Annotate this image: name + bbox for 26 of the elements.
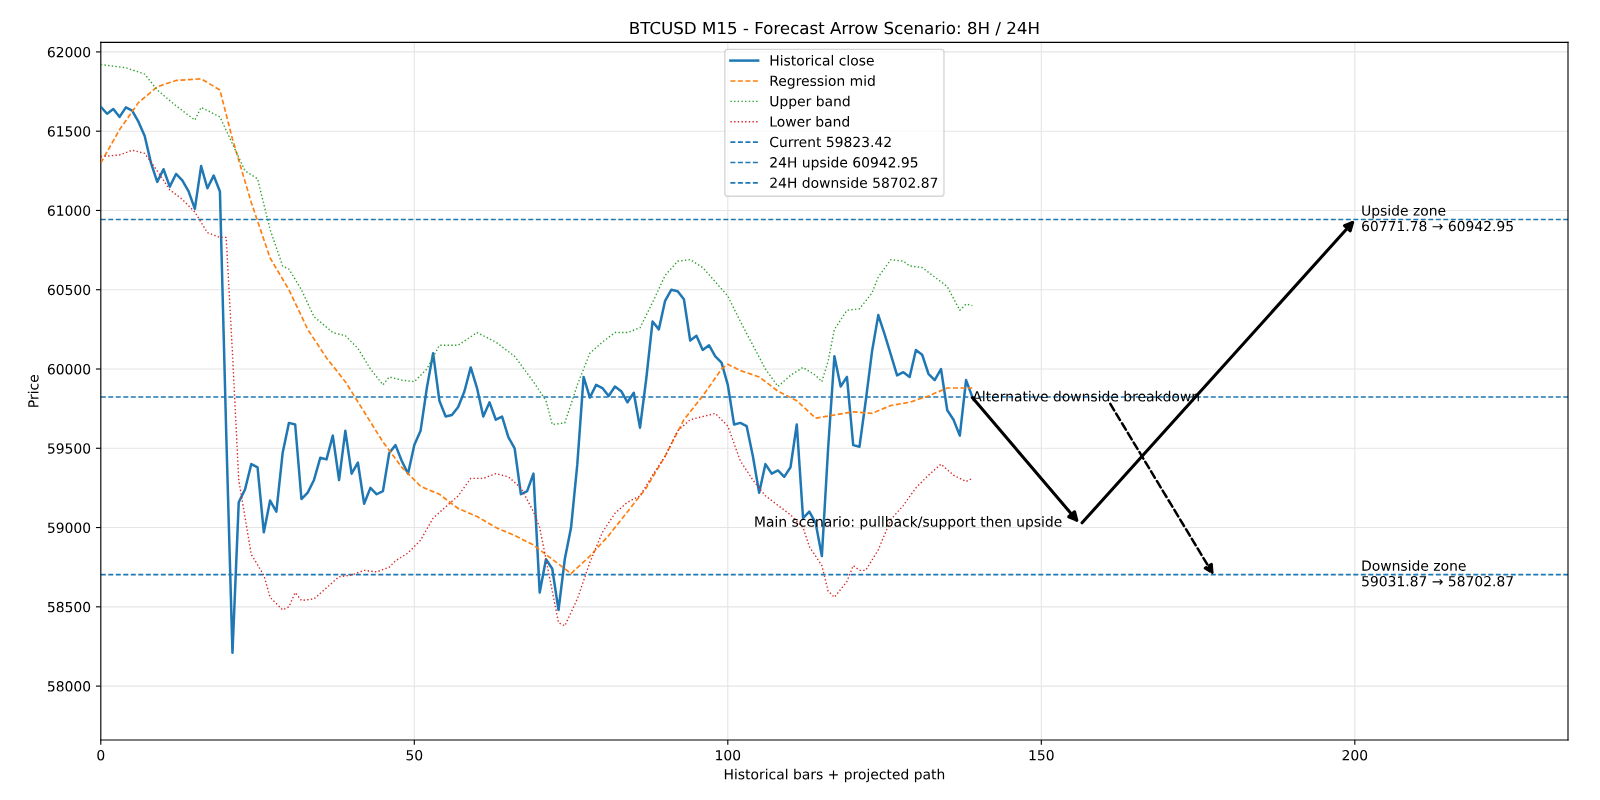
- y-tick-label: 60500: [47, 284, 91, 296]
- x-tick-label: 150: [1029, 749, 1054, 761]
- y-tick-label: 61000: [47, 205, 91, 216]
- legend-label: Regression mid: [770, 75, 875, 89]
- legend-label: Current 59823.42: [770, 136, 891, 148]
- legend-label: 24H downside 58702.87: [770, 177, 938, 188]
- x-axis-title: Historical bars + projected path: [724, 768, 945, 783]
- x-tick-label: 50: [406, 749, 423, 761]
- chart-title: BTCUSD M15 - Forecast Arrow Scenario: 8H / 24H: [630, 21, 1039, 36]
- y-tick-label: 62000: [47, 46, 91, 58]
- legend-label: 24H upside 60942.95: [770, 156, 918, 171]
- y-tick-label: 60000: [47, 363, 91, 375]
- y-tick-label: 61500: [47, 126, 91, 137]
- legend-label: Lower band: [770, 116, 849, 127]
- y-tick-label: 58000: [47, 681, 91, 692]
- y-axis-title: Price: [27, 375, 39, 407]
- x-tick-label: 100: [716, 749, 741, 761]
- legend-label: Upper band: [770, 95, 850, 110]
- legend-label: Historical close: [770, 54, 874, 66]
- y-tick-label: 59500: [47, 443, 91, 454]
- x-tick-label: 200: [1342, 749, 1368, 761]
- x-tick-label: 0: [97, 749, 105, 761]
- annotation: Upside zone 60771.78 → 60942.95: [1362, 205, 1513, 232]
- y-tick-label: 58500: [47, 601, 91, 613]
- y-tick-label: 59000: [47, 522, 91, 534]
- annotation: Downside zone 59031.87 → 58702.87: [1362, 560, 1513, 587]
